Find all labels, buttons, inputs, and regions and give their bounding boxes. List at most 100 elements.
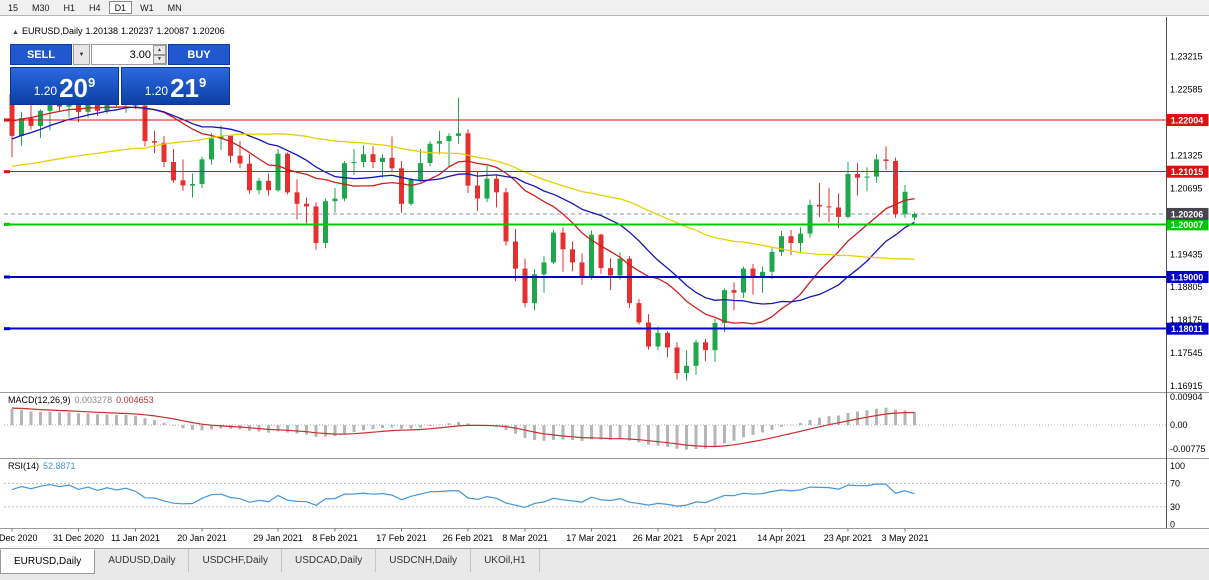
macd-bar bbox=[789, 424, 793, 426]
macd-bar bbox=[390, 425, 394, 428]
macd-bar bbox=[457, 421, 460, 425]
candlestick-series bbox=[9, 87, 917, 381]
price-badge-label: 1.21015 bbox=[1171, 167, 1204, 177]
tab-usdcad-daily[interactable]: USDCAD,Daily bbox=[282, 549, 377, 572]
line-edge-marker bbox=[4, 327, 10, 331]
timeframe-w1-button[interactable]: W1 bbox=[134, 1, 160, 14]
candle-body bbox=[769, 251, 775, 272]
macd-bar bbox=[827, 416, 831, 425]
candle-body bbox=[370, 154, 376, 162]
candle-body bbox=[817, 204, 822, 207]
candle-body bbox=[760, 271, 765, 277]
macd-bar bbox=[409, 425, 413, 429]
macd-bar bbox=[637, 425, 641, 443]
candle-body bbox=[902, 191, 908, 215]
macd-bar bbox=[694, 425, 698, 449]
volume-input[interactable] bbox=[92, 45, 166, 64]
macd-bar bbox=[894, 409, 897, 425]
macd-bar bbox=[808, 419, 812, 425]
macd-bar bbox=[295, 425, 299, 434]
buy-button[interactable]: BUY bbox=[168, 44, 230, 65]
macd-bar bbox=[571, 425, 574, 441]
macd-bar bbox=[552, 425, 555, 440]
price-axis-label: 1.21325 bbox=[1170, 150, 1203, 160]
tab-eurusd-daily[interactable]: EURUSD,Daily bbox=[0, 549, 96, 574]
macd-bar bbox=[704, 425, 707, 449]
macd-bar bbox=[685, 425, 688, 450]
price-badge-label: 1.22004 bbox=[1171, 116, 1204, 126]
candle-body bbox=[494, 178, 499, 193]
macd-bar bbox=[305, 425, 308, 435]
macd-bar bbox=[742, 425, 745, 438]
volume-increase-button[interactable]: ▲ bbox=[153, 45, 166, 55]
price-badge-label: 1.20206 bbox=[1171, 209, 1204, 219]
candle-body bbox=[617, 258, 623, 276]
macd-bar bbox=[115, 414, 118, 425]
macd-bar bbox=[181, 425, 185, 429]
price-axis-label: 1.20695 bbox=[1170, 183, 1203, 193]
date-label: 11 Jan 2021 bbox=[111, 533, 160, 543]
sell-price-display[interactable]: 1.20 20 9 bbox=[10, 67, 119, 105]
volume-dropdown-button[interactable]: ▼ bbox=[73, 44, 90, 65]
candle-body bbox=[152, 141, 157, 143]
rsi-line bbox=[11, 483, 915, 509]
macd-bar bbox=[675, 425, 679, 449]
price-axis-label: 1.19435 bbox=[1170, 249, 1203, 259]
chart-symbol-label: EURUSD,Daily bbox=[21, 26, 83, 36]
date-label: 8 Feb 2021 bbox=[312, 533, 358, 543]
candle-body bbox=[285, 153, 290, 193]
candle-body bbox=[893, 161, 898, 215]
candle-body bbox=[522, 268, 528, 304]
tab-ukoil-h1[interactable]: UKOil,H1 bbox=[471, 549, 540, 572]
tab-usdcnh-daily[interactable]: USDCNH,Daily bbox=[376, 549, 472, 572]
volume-decrease-button[interactable]: ▼ bbox=[153, 54, 166, 64]
candle-body bbox=[218, 135, 224, 139]
macd-bar bbox=[48, 411, 52, 425]
sell-price-sup: 9 bbox=[88, 75, 96, 90]
price-axis-label: 1.17545 bbox=[1170, 348, 1203, 358]
candle-body bbox=[190, 184, 195, 186]
timeframe-d1-button[interactable]: D1 bbox=[108, 1, 133, 14]
macd-bar bbox=[77, 413, 80, 425]
tab-usdchf-daily[interactable]: USDCHF,Daily bbox=[189, 549, 283, 572]
macd-bar bbox=[770, 425, 774, 430]
macd-value-main: 0.003278 bbox=[74, 395, 113, 405]
macd-bar bbox=[751, 425, 755, 435]
chevron-down-icon: ▼ bbox=[78, 51, 85, 58]
timeframe-m30-button[interactable]: M30 bbox=[26, 1, 56, 14]
timeframe-h4-button[interactable]: H4 bbox=[83, 1, 107, 14]
date-label: 8 Mar 2021 bbox=[502, 533, 548, 543]
macd-bar bbox=[561, 425, 565, 440]
timeframe-15-button[interactable]: 15 bbox=[2, 1, 24, 14]
candle-body bbox=[912, 214, 917, 218]
collapse-arrow-icon[interactable]: ▲ bbox=[12, 29, 19, 36]
candle-body bbox=[541, 262, 547, 275]
ohlc-open: 1.20138 bbox=[85, 26, 118, 36]
date-label: 17 Feb 2021 bbox=[376, 533, 427, 543]
candle-body bbox=[883, 159, 889, 161]
candle-body bbox=[161, 142, 167, 162]
macd-bar bbox=[400, 425, 403, 429]
tab-audusd-daily[interactable]: AUDUSD,Daily bbox=[95, 549, 190, 572]
candle-body bbox=[589, 234, 594, 278]
candle-body bbox=[836, 207, 841, 217]
macd-value-signal: 0.004653 bbox=[116, 395, 154, 405]
candle-body bbox=[9, 94, 15, 136]
volume-spinner: ▲ ▼ bbox=[153, 45, 166, 64]
macd-bar bbox=[818, 417, 821, 425]
sell-button[interactable]: SELL bbox=[10, 44, 72, 65]
macd-bar bbox=[58, 412, 61, 425]
timeframe-mn-button[interactable]: MN bbox=[162, 1, 188, 14]
buy-price-display[interactable]: 1.20 21 9 bbox=[121, 67, 230, 105]
candle-body bbox=[513, 241, 518, 269]
macd-name: MACD(12,26,9) bbox=[8, 395, 71, 405]
timeframe-h1-button[interactable]: H1 bbox=[58, 1, 82, 14]
macd-bar bbox=[514, 425, 517, 434]
date-label: 5 Apr 2021 bbox=[693, 533, 737, 543]
macd-bar bbox=[276, 425, 280, 432]
candle-body bbox=[380, 157, 385, 162]
candle-body bbox=[256, 180, 262, 191]
macd-bar bbox=[286, 425, 289, 433]
candle-body bbox=[722, 290, 727, 323]
